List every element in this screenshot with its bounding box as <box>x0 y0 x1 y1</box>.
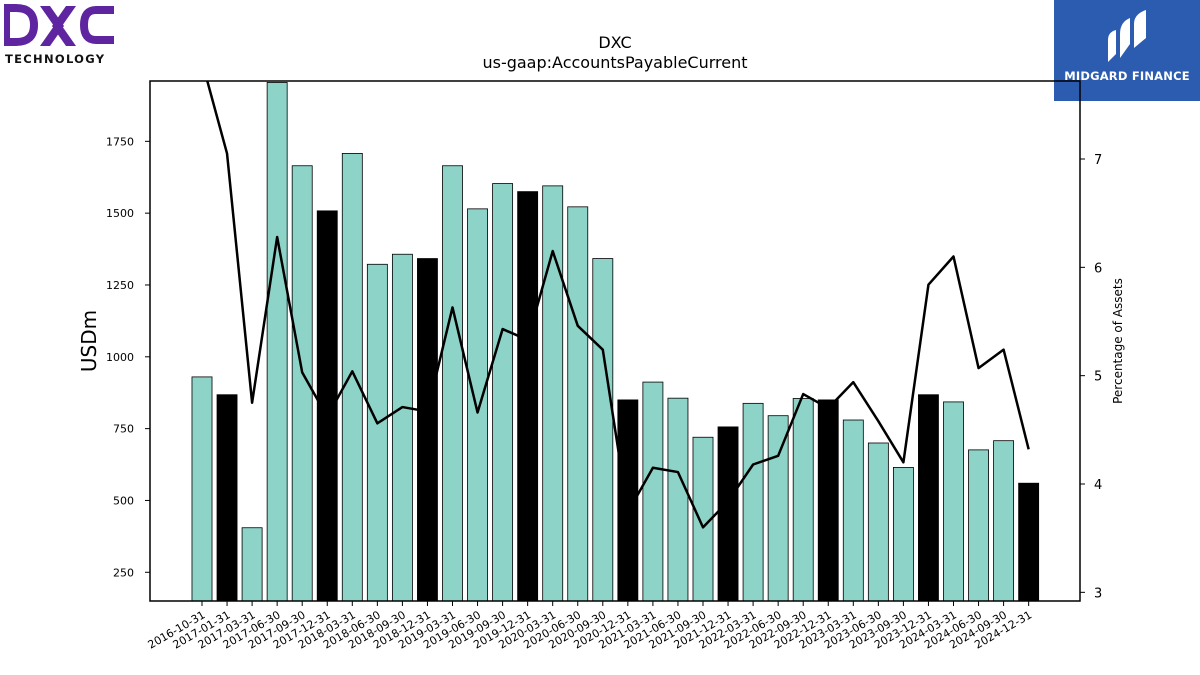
bar-2022-03-31 <box>742 402 764 602</box>
y-left-tick-label: 750 <box>113 423 134 436</box>
midgard-finance-logo: MIDGARD FINANCE <box>1054 0 1200 101</box>
y-right-tick-label: 7 <box>1094 153 1102 168</box>
y-right-tick-label: 5 <box>1094 370 1102 385</box>
bar-2016-10-31 <box>191 376 213 602</box>
bar-2018-06-30 <box>366 263 388 602</box>
bar-2024-06-30 <box>968 449 989 602</box>
dxc-logo-subtext: TECHNOLOGY <box>5 52 106 66</box>
bar-2023-03-31 <box>842 419 864 602</box>
y-left-tick-label: 1500 <box>106 207 134 220</box>
bar-2023-06-30 <box>867 442 889 602</box>
y-left-tick-label: 1250 <box>106 279 134 292</box>
dxc-logo <box>4 3 116 66</box>
bar-2018-03-31 <box>341 152 363 602</box>
y-right-tick-label: 3 <box>1094 586 1102 601</box>
bar-2022-12-31 <box>817 399 839 602</box>
y-left-tick-label: 1750 <box>106 135 134 148</box>
chart-title: DXC <box>598 33 631 52</box>
bar-2018-12-31 <box>417 258 438 602</box>
bar-2021-03-31 <box>642 381 664 602</box>
bar-2023-12-31 <box>918 394 939 602</box>
y-right-tick-label: 4 <box>1094 478 1102 493</box>
bar-2017-06-30 <box>266 82 288 602</box>
bar-series <box>191 82 1040 602</box>
bar-2019-03-31 <box>442 165 463 602</box>
y-left-tick-label: 1000 <box>106 351 134 364</box>
midgard-emblem-icon <box>1108 10 1146 62</box>
bar-2024-03-31 <box>943 401 964 602</box>
bar-2017-01-31 <box>216 394 238 602</box>
y-right-tick-label: 6 <box>1094 261 1102 276</box>
y-axis-label-left: USDm <box>77 310 101 372</box>
bar-2024-09-30 <box>993 440 1015 602</box>
midgard-finance-label: MIDGARD FINANCE <box>1064 69 1190 83</box>
percentage-line-series <box>206 81 1030 529</box>
plot-frame <box>149 80 1081 602</box>
bar-2020-03-31 <box>542 185 564 602</box>
bar-2022-06-30 <box>767 415 789 602</box>
chart-subtitle: us-gaap:AccountsPayableCurrent <box>482 53 747 72</box>
dxc-logo-mark <box>4 3 114 46</box>
x-axis: 2016-10-312017-01-312017-03-312017-06-30… <box>146 601 1034 652</box>
percentage-of-assets-line <box>206 81 1030 529</box>
y-axis-right: 3 4 5 6 7 <box>1080 153 1102 601</box>
bar-2018-09-30 <box>391 253 413 602</box>
bar-2022-09-30 <box>792 398 814 602</box>
bar-2020-09-30 <box>592 258 614 602</box>
y-axis-left: 250 500 750 1000 1250 1500 1750 <box>106 135 150 579</box>
bar-2019-06-30 <box>467 208 488 602</box>
bar-2021-06-30 <box>667 397 689 602</box>
bar-2019-12-31 <box>517 191 539 602</box>
bar-2023-09-30 <box>892 467 914 602</box>
y-axis-label-right: Percentage of Assets <box>1111 278 1125 404</box>
bar-2021-12-31 <box>717 426 739 602</box>
bar-2017-03-31 <box>241 527 263 602</box>
bar-2020-06-30 <box>567 206 589 602</box>
y-left-tick-label: 250 <box>113 566 134 579</box>
y-left-tick-label: 500 <box>113 494 134 507</box>
bar-2019-09-30 <box>492 183 514 602</box>
bar-2024-12-31 <box>1018 482 1040 602</box>
